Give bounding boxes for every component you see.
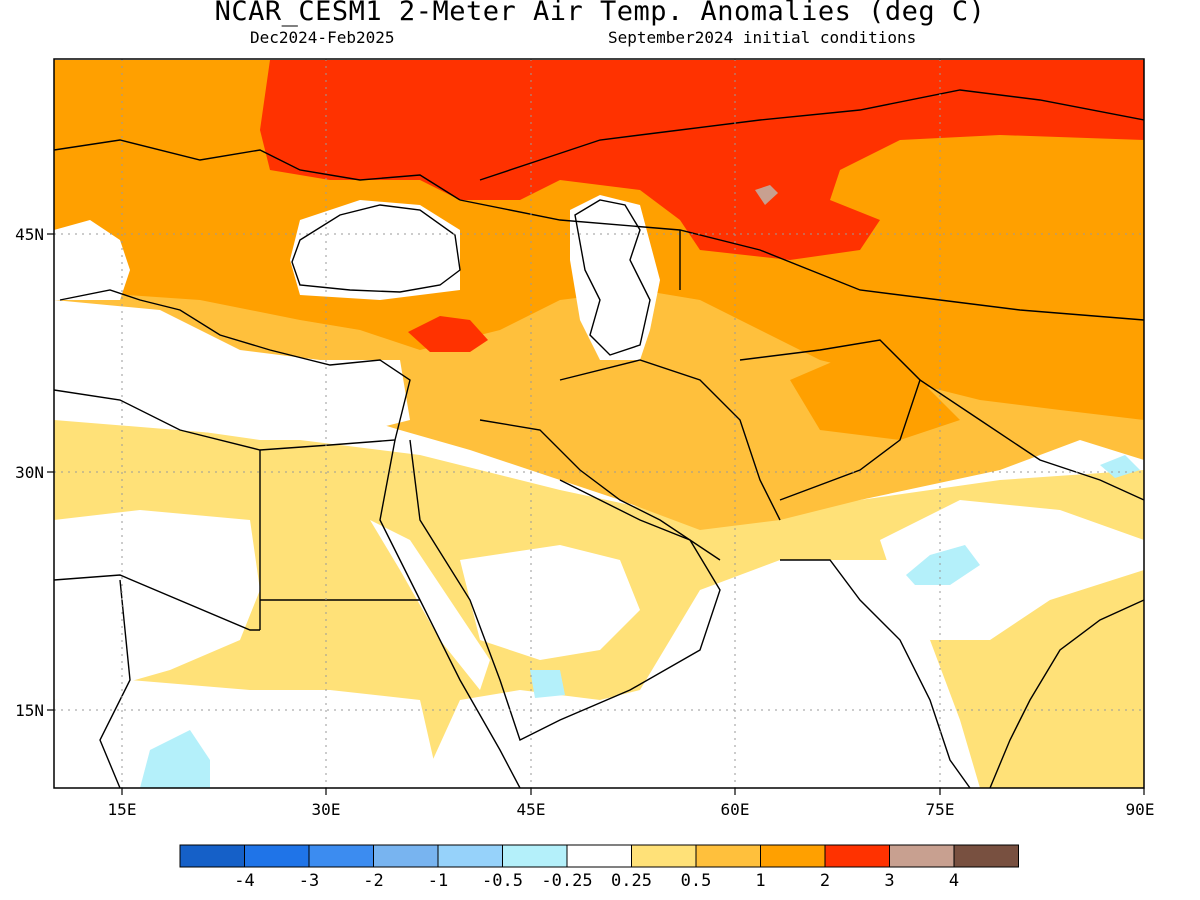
lon-axis-labels: 15E 30E 45E 60E 75E 90E <box>108 800 1155 819</box>
forecast-period: Dec2024-Feb2025 <box>250 28 395 47</box>
neutral-region-sahara <box>54 510 260 700</box>
lat-label-45n: 45N <box>15 225 44 244</box>
coastline-arabia <box>409 419 721 741</box>
colorbar-swatch-5 <box>502 844 568 868</box>
gridlines <box>54 59 1144 788</box>
neutral-region-arabia <box>460 545 640 660</box>
lon-label-90e: 90E <box>1126 800 1155 819</box>
border-iran <box>559 359 781 521</box>
lon-label-15e: 15E <box>108 800 137 819</box>
neutral-region-sudan <box>54 680 440 788</box>
colorbar: -4 -3 -2 -1 -0.5 -0.25 0.25 0.5 1 2 3 4 <box>179 844 1019 891</box>
coastline-persian-gulf <box>559 479 721 561</box>
axis-ticks <box>47 233 1145 795</box>
colorbar-swatch-2 <box>308 844 374 868</box>
colorbar-label-2: -2 <box>363 871 383 891</box>
coastlines <box>54 89 1144 788</box>
coastline-africa-red-sea <box>379 439 521 788</box>
neutral-region-red-sea <box>370 520 490 690</box>
coastline-mediterranean <box>54 289 411 451</box>
anomaly-shading <box>54 60 1144 788</box>
colorbar-swatch-8 <box>695 844 761 868</box>
anomaly-region-neg-0.25-yemen <box>530 670 565 698</box>
anomaly-region-neg-0.25-tibet <box>1100 455 1140 478</box>
lat-label-30n: 30N <box>15 463 44 482</box>
colorbar-swatch-0 <box>179 844 245 868</box>
coastline-black-sea <box>291 204 461 293</box>
anomaly-region-4 <box>755 185 778 205</box>
colorbar-label-8: 1 <box>755 871 765 891</box>
map-title: NCAR_CESM1 2-Meter Air Temp. Anomalies (… <box>214 0 986 27</box>
colorbar-swatch-9 <box>760 844 826 868</box>
colorbar-label-0: -4 <box>234 871 254 891</box>
coastline-caspian <box>574 199 651 356</box>
colorbar-label-6: 0.25 <box>611 871 652 891</box>
colorbar-swatch-3 <box>373 844 439 868</box>
neutral-region-west-europe <box>54 220 130 300</box>
lat-axis-labels: 15N 30N 45N <box>15 225 44 720</box>
colorbar-label-4: -0.5 <box>482 871 523 891</box>
colorbar-swatch-6 <box>566 844 632 868</box>
colorbar-label-10: 3 <box>884 871 894 891</box>
lon-label-60e: 60E <box>721 800 750 819</box>
colorbar-swatch-4 <box>437 844 503 868</box>
lon-label-30e: 30E <box>312 800 341 819</box>
coastline-india <box>780 559 971 788</box>
colorbar-label-9: 2 <box>820 871 830 891</box>
colorbar-label-5: -0.25 <box>541 871 592 891</box>
colorbar-label-11: 4 <box>949 871 959 891</box>
anomaly-region-3 <box>260 60 1144 260</box>
colorbar-swatch-11 <box>889 844 955 868</box>
anomaly-region-2-east <box>790 350 960 440</box>
lat-label-15n: 15N <box>15 701 44 720</box>
border-sudan <box>99 579 131 788</box>
colorbar-swatch-10 <box>824 844 890 868</box>
anomaly-region-3-turkey <box>408 316 488 352</box>
border-china-india <box>919 379 1144 501</box>
colorbar-swatch-7 <box>631 844 697 868</box>
lon-label-45e: 45E <box>517 800 546 819</box>
neutral-region-black-sea <box>290 200 460 300</box>
lon-label-75e: 75E <box>926 800 955 819</box>
border-europe <box>54 139 461 201</box>
border-north-africa <box>54 574 260 631</box>
colorbar-label-3: -1 <box>428 871 448 891</box>
border-central-asia <box>459 199 1144 321</box>
colorbar-swatch-12 <box>953 844 1019 868</box>
colorbar-label-1: -3 <box>299 871 319 891</box>
anomaly-region-neg-0.25-india <box>906 545 980 585</box>
coastline-india-east <box>989 599 1144 788</box>
border-russia-kaz <box>479 89 1144 181</box>
anomaly-region-neg-0.25-sudan <box>140 730 210 788</box>
initial-conditions: September2024 initial conditions <box>608 28 917 47</box>
colorbar-label-7: 0.5 <box>681 871 712 891</box>
map-frame <box>53 58 1145 789</box>
neutral-region-mediterranean <box>54 300 410 440</box>
colorbar-swatch-1 <box>244 844 310 868</box>
neutral-region-india <box>880 500 1144 640</box>
